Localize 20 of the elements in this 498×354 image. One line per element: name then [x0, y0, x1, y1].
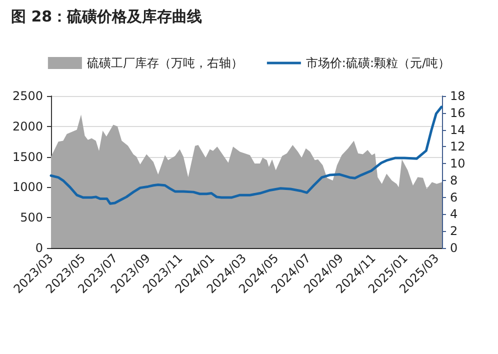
chart-title: 图 28：硫磺价格及库存曲线 [11, 8, 202, 26]
y-tick-label: 500 [20, 210, 43, 225]
y2-tick-label: 2 [450, 224, 458, 238]
y-tick-label: 1500 [12, 150, 43, 164]
y2-tick-label: 6 [450, 190, 458, 204]
y2-tick-label: 4 [450, 207, 458, 222]
y-tick-label: 2000 [12, 119, 43, 134]
y2-tick-label: 12 [450, 140, 466, 154]
y2-tick-label: 16 [450, 106, 466, 120]
legend-label: 硫磺工厂库存（万吨，右轴） [86, 56, 243, 70]
legend-label: 市场价:硫磺:颗粒（元/吨） [306, 56, 450, 70]
y-tick-label: 1000 [12, 180, 43, 194]
y2-tick-label: 0 [450, 241, 458, 255]
y2-tick-label: 18 [450, 89, 466, 103]
y2-tick-label: 8 [450, 173, 458, 188]
y-tick-label: 2500 [12, 89, 43, 103]
y2-tick-label: 10 [450, 156, 466, 171]
y-tick-label: 0 [35, 241, 43, 255]
y2-tick-label: 14 [450, 122, 466, 137]
line-series [50, 106, 443, 205]
